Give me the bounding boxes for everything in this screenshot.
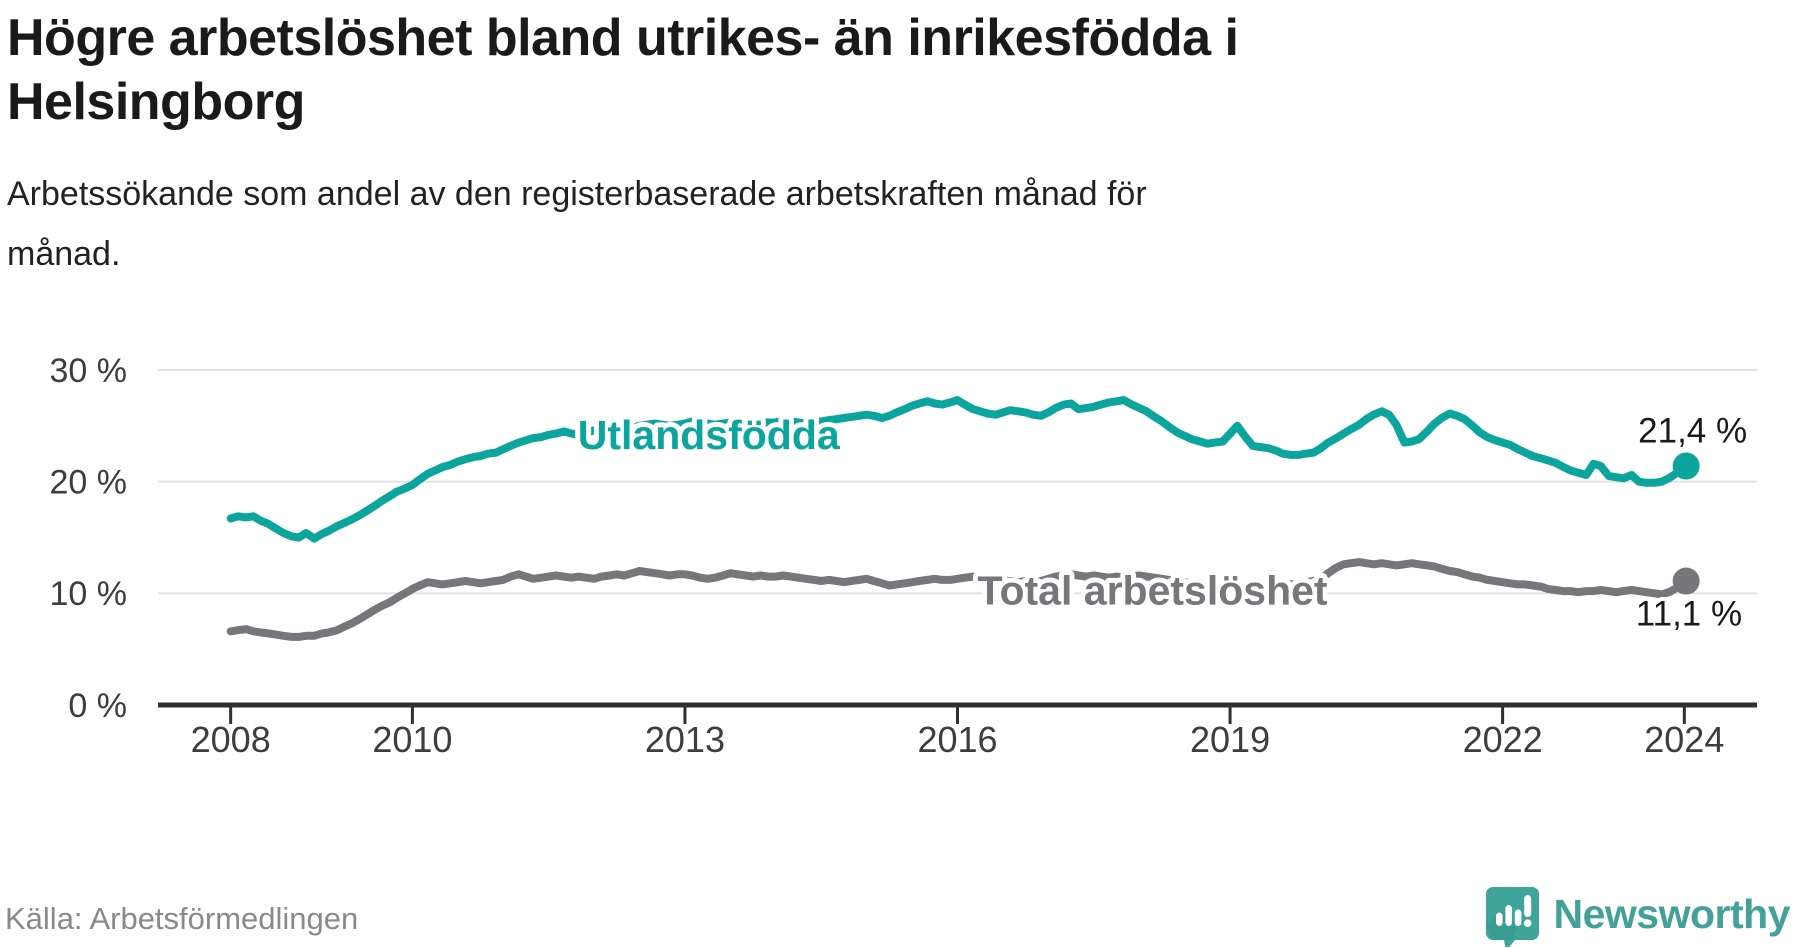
series-label: Utlandsfödda — [578, 412, 841, 458]
x-tick-label: 2010 — [372, 719, 452, 760]
x-tick-label: 2008 — [191, 719, 271, 760]
x-tick-label: 2024 — [1644, 719, 1724, 760]
series-end-dot — [1672, 452, 1700, 480]
series-line — [226, 558, 1691, 641]
source-attribution: Källa: Arbetsförmedlingen — [5, 901, 359, 936]
series-line — [226, 396, 1691, 543]
y-tick-label: 30 % — [50, 352, 128, 390]
brand-name: Newsworthy — [1553, 890, 1791, 937]
y-tick-label: 0 % — [68, 687, 127, 725]
y-tick-label: 10 % — [50, 575, 128, 613]
newsworthy-logo: Newsworthy — [1485, 880, 1791, 948]
end-value-label: 21,4 % — [1638, 411, 1747, 450]
newsworthy-logo-icon — [1485, 887, 1539, 947]
x-tick-label: 2013 — [645, 719, 725, 760]
series-label: Total arbetslöshet — [977, 567, 1327, 613]
end-value-label: 11,1 % — [1636, 594, 1742, 633]
page-subtitle: Arbetssökande som andel av den registerb… — [7, 175, 1147, 273]
x-tick-label: 2019 — [1190, 719, 1270, 760]
y-tick-label: 20 % — [50, 464, 128, 502]
x-tick-label: 2022 — [1463, 719, 1543, 760]
x-tick-label: 2016 — [917, 719, 997, 760]
series-end-dot — [1672, 567, 1700, 595]
page-title: Högre arbetslöshet bland utrikes- än inr… — [7, 9, 1239, 131]
